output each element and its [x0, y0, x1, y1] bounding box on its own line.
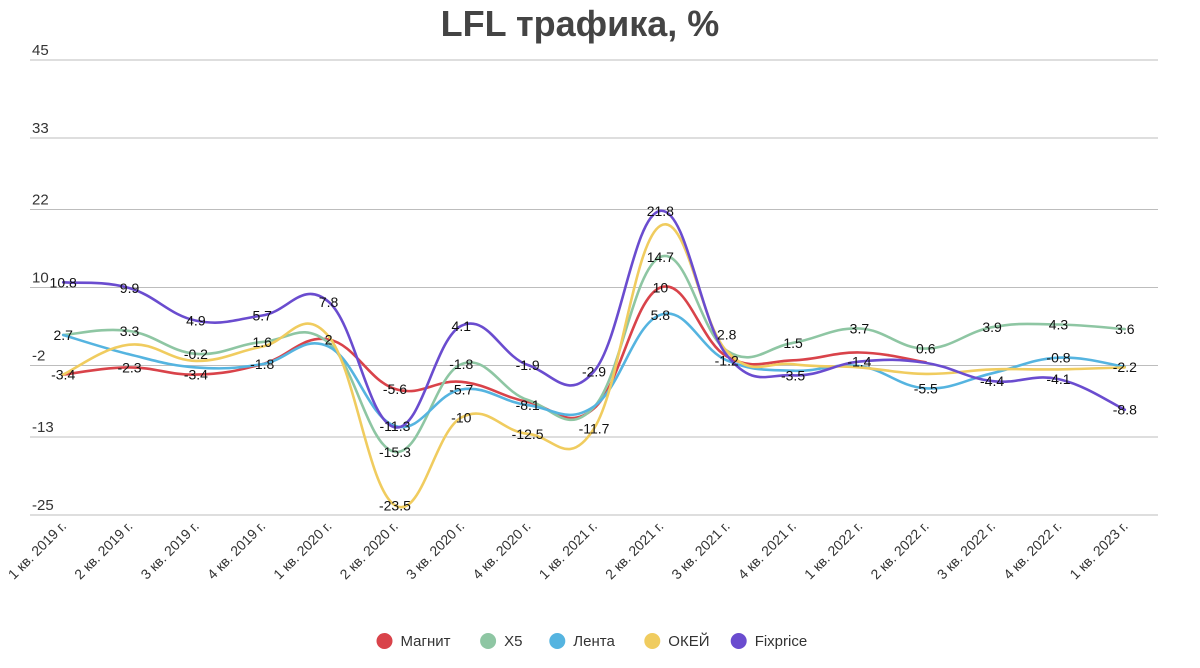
data-label: 3.9 — [982, 319, 1002, 335]
y-tick-label: 22 — [32, 192, 49, 209]
data-label: 21.8 — [647, 203, 674, 219]
y-tick-label: -13 — [32, 419, 54, 436]
data-label: -3.4 — [51, 367, 75, 383]
x-tick-label: 1 кв. 2023 г. — [1066, 518, 1131, 583]
data-label: 14.7 — [647, 249, 674, 265]
data-label: -11.3 — [380, 418, 411, 434]
data-label: -5.5 — [914, 380, 938, 396]
x-tick-label: 1 кв. 2021 г. — [536, 518, 601, 583]
data-label: -4.1 — [1046, 371, 1070, 387]
data-label: -1.8 — [449, 356, 473, 372]
data-label: 3.3 — [120, 323, 140, 339]
legend-item: ОКЕЙ — [644, 632, 710, 650]
data-label: -23.5 — [379, 497, 411, 513]
data-label: -1.2 — [715, 352, 739, 368]
legend-item: X5 — [480, 633, 522, 650]
legend-item: Магнит — [376, 633, 451, 650]
x-tick-label: 2 кв. 2020 г. — [336, 518, 401, 583]
data-label: 0.6 — [916, 341, 936, 357]
data-label: 5.8 — [651, 307, 671, 323]
data-label: -10 — [451, 410, 471, 426]
data-label: -12.5 — [512, 426, 544, 442]
y-tick-label: -25 — [32, 497, 54, 514]
data-label: -2.2 — [1113, 359, 1137, 375]
legend-label: X5 — [504, 633, 522, 650]
data-label: -1.9 — [516, 357, 540, 373]
legend-item: Лента — [549, 633, 615, 650]
data-label: 4.3 — [1049, 317, 1069, 333]
data-label: -2.9 — [582, 363, 606, 379]
legend-swatch — [376, 633, 393, 649]
data-label: 10 — [653, 280, 669, 296]
y-tick-label: -2 — [32, 348, 45, 365]
legend: Магнит X5 Лента ОКЕЙ Fixprice — [376, 632, 808, 650]
legend-label: Магнит — [401, 633, 451, 650]
legend-item: Fixprice — [730, 633, 808, 650]
y-axis-ticks: -25 -13 -2 10 22 33 45 — [32, 42, 54, 514]
data-label: 1.5 — [783, 335, 803, 351]
data-label: 2 — [325, 332, 333, 348]
data-label: 10.8 — [50, 274, 77, 290]
data-label: 9.9 — [120, 280, 140, 296]
data-label: -4.4 — [980, 373, 1004, 389]
data-labels: 10.8 2.7 -3.4 9.9 3.3 -2.3 4.9 -0.2 -3.4 5.7 1.6 -1… — [50, 203, 1138, 513]
x-tick-label: 3 кв. 2021 г. — [668, 518, 733, 583]
data-label: -5.6 — [383, 381, 407, 397]
data-label: 5.7 — [253, 307, 273, 323]
legend-label: Лента — [573, 633, 615, 650]
x-tick-label: 4 кв. 2020 г. — [469, 518, 534, 583]
data-label: -15.3 — [379, 444, 411, 460]
legend-swatch — [644, 633, 661, 649]
data-label: -8.8 — [1113, 402, 1137, 418]
grid-lines — [30, 59, 1158, 516]
chart-title: LFL трафика, % — [441, 3, 720, 44]
series-line-окей — [61, 223, 1127, 509]
x-tick-label: 3 кв. 2019 г. — [137, 518, 202, 583]
legend-label: Fixprice — [755, 633, 808, 650]
x-tick-label: 4 кв. 2019 г. — [204, 518, 269, 583]
x-tick-label: 3 кв. 2022 г. — [934, 518, 999, 583]
data-label: 4.1 — [452, 318, 472, 334]
data-label: -11.7 — [579, 421, 610, 437]
data-label: -5.7 — [449, 382, 473, 398]
data-label: -0.8 — [1046, 350, 1070, 366]
legend-swatch — [549, 633, 566, 649]
y-tick-label: 33 — [32, 120, 49, 137]
series-line-fixprice — [61, 209, 1127, 429]
data-label: 2.7 — [53, 327, 73, 343]
x-tick-label: 4 кв. 2021 г. — [735, 518, 800, 583]
legend-swatch — [730, 633, 747, 649]
data-label: 2.8 — [717, 326, 737, 342]
data-label: 1.6 — [253, 334, 273, 350]
data-label: -3.5 — [781, 367, 805, 383]
data-label: -3.4 — [184, 367, 208, 383]
x-tick-label: 4 кв. 2022 г. — [1000, 518, 1065, 583]
y-tick-label: 10 — [32, 270, 49, 287]
data-label: -1.8 — [250, 356, 274, 372]
data-label: 4.9 — [186, 313, 206, 329]
x-tick-label: 3 кв. 2020 г. — [403, 518, 468, 583]
data-label: 3.6 — [1115, 321, 1135, 337]
legend-label: ОКЕЙ — [668, 632, 709, 650]
data-label: -8.1 — [516, 397, 540, 413]
x-tick-label: 2 кв. 2019 г. — [71, 518, 136, 583]
x-tick-label: 1 кв. 2022 г. — [801, 518, 866, 583]
data-label: -2.3 — [117, 359, 141, 375]
legend-swatch — [480, 633, 497, 649]
x-axis-ticks: 1 кв. 2019 г. 2 кв. 2019 г. 3 кв. 2019 г. 4… — [5, 518, 1131, 583]
data-label: 3.7 — [850, 320, 870, 336]
series-line-магнит — [61, 285, 928, 420]
x-tick-label: 1 кв. 2020 г. — [270, 518, 335, 583]
x-tick-label: 2 кв. 2022 г. — [867, 518, 932, 583]
series-lines — [61, 209, 1127, 509]
y-tick-label: 45 — [32, 42, 49, 59]
x-tick-label: 2 кв. 2021 г. — [602, 518, 667, 583]
x-tick-label: 1 кв. 2019 г. — [5, 518, 70, 583]
data-label: 7.8 — [319, 294, 339, 310]
data-label: -1.4 — [847, 354, 871, 370]
series-line-лента — [61, 312, 1127, 429]
data-label: -0.2 — [184, 346, 208, 362]
